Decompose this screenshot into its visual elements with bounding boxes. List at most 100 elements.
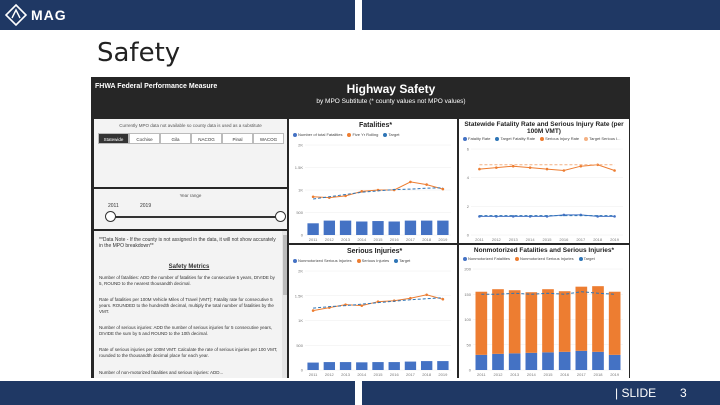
data-point	[562, 169, 566, 172]
stacked-bar-segment	[575, 286, 588, 351]
legend-swatch	[584, 136, 589, 141]
legend-label: Target	[583, 256, 595, 261]
data-point	[511, 164, 515, 168]
legend-label: Nonmotorized Serious Injuries	[298, 258, 352, 263]
metric-fatalities: Number of fatalities: ADD the number of …	[99, 275, 275, 286]
rate-chart-panel: Statewide Fatality Rate and Serious Inju…	[459, 119, 629, 243]
slide-label: | SLIDE	[615, 386, 657, 400]
filter-pinal-button[interactable]: Pinal	[222, 133, 253, 144]
year-slider-panel: Year range 2011 2019	[94, 189, 287, 229]
legend-swatch	[394, 258, 399, 263]
year-slider-start-handle[interactable]	[105, 211, 116, 222]
x-tick-label: 2013	[509, 237, 519, 242]
data-point	[613, 215, 616, 218]
filter-nacog-button[interactable]: NACOG	[191, 133, 222, 144]
legend-swatch	[293, 132, 297, 137]
x-tick-label: 2011	[475, 237, 484, 242]
legend-item: Serious Injuries	[356, 258, 389, 263]
stacked-bar-segment	[558, 351, 571, 370]
y-tick-label: 4	[467, 175, 470, 180]
stacked-bar-segment	[542, 352, 554, 370]
filter-cochise-button[interactable]: Cochise	[129, 133, 160, 144]
slide-number: 3	[680, 386, 687, 400]
y-tick-label: 0	[301, 233, 304, 238]
x-tick-label: 2011	[309, 372, 318, 377]
y-tick-label: 1.5K	[295, 293, 304, 298]
data-point	[596, 163, 599, 167]
top-bar-right	[362, 0, 720, 30]
stacked-bar-segment	[542, 289, 554, 353]
data-point	[409, 296, 412, 300]
stacked-bar-segment	[525, 352, 538, 370]
x-tick-label: 2015	[543, 237, 553, 242]
y-tick-label: 500	[296, 343, 303, 348]
chart-title: Nonmotorized Fatalities and Serious Inju…	[473, 247, 615, 254]
chart-legend: Number of total Fatalities Five Yr Rolli…	[293, 132, 400, 137]
x-tick-label: 2019	[438, 372, 448, 377]
bar	[356, 362, 368, 370]
legend-label: Target	[388, 132, 400, 137]
series-line	[481, 291, 615, 295]
legend-swatch	[463, 256, 467, 261]
data-point	[441, 187, 445, 191]
x-tick-label: 2013	[510, 372, 520, 377]
filter-statewide-button[interactable]: Statewide	[98, 133, 129, 144]
data-point	[360, 304, 364, 307]
data-point	[613, 169, 616, 172]
safety-metrics-notes: **Data Note - If the county is not assig…	[94, 231, 287, 378]
x-tick-label: 2012	[325, 237, 335, 242]
metrics-title: Safety Metrics	[168, 264, 210, 270]
data-point	[441, 297, 445, 301]
mag-logo: MAG	[5, 3, 67, 27]
logo-text: MAG	[31, 7, 67, 23]
legend-label: Target	[399, 258, 411, 263]
bottom-bar-right	[362, 381, 720, 405]
data-point	[425, 293, 428, 297]
data-point	[545, 167, 549, 171]
stacked-bar-segment	[475, 291, 488, 355]
x-tick-label: 2012	[325, 372, 335, 377]
bar	[404, 220, 417, 235]
highway-safety-dashboard: FHWA Federal Performance Measure Highway…	[91, 77, 630, 378]
legend-item: Target Serious I...	[584, 136, 621, 141]
bar	[372, 362, 384, 370]
notes-scrollbar[interactable]	[282, 231, 287, 378]
nonmotorized-chart-panel: Nonmotorized Fatalities and Serious Inju…	[459, 245, 629, 378]
notes-scrollbar-thumb[interactable]	[282, 235, 287, 295]
stacked-bar-segment	[592, 286, 604, 352]
year-slider-end-handle[interactable]	[275, 211, 286, 222]
nonmotorized-chart: 0 50 100 150 200 2011 2012 2013 2014 2015 2016 2017…	[464, 267, 623, 377]
filter-wacog-button[interactable]: WACOG	[253, 133, 284, 144]
y-tick-label: 200	[464, 267, 471, 272]
legend-swatch	[540, 136, 545, 141]
bar	[420, 361, 433, 370]
bar	[356, 221, 368, 235]
legend-label: Serious Injury Rate	[545, 136, 580, 141]
x-tick-label: 2017	[406, 372, 416, 377]
x-tick-label: 2016	[390, 237, 400, 242]
x-tick-label: 2019	[438, 237, 448, 242]
filter-gila-button[interactable]: Gila	[160, 133, 191, 144]
legend-label: Target Fatality Rate	[500, 136, 536, 141]
x-tick-label: 2015	[544, 372, 554, 377]
dashboard-subtitle: by MPO Subtitute (* county values not MP…	[316, 98, 466, 105]
data-point	[311, 195, 315, 199]
data-point	[579, 164, 583, 168]
x-tick-label: 2017	[406, 237, 416, 242]
year-end: 2019	[140, 203, 152, 209]
bar	[420, 220, 433, 235]
legend-label: Number of total Fatalities	[298, 132, 343, 137]
legend-swatch	[293, 258, 297, 263]
x-tick-label: 2018	[593, 237, 603, 242]
x-tick-label: 2018	[594, 372, 604, 377]
legend-swatch	[515, 256, 520, 261]
year-slider-track[interactable]	[110, 216, 282, 218]
y-tick-label: 1K	[298, 318, 303, 323]
data-point	[478, 167, 481, 171]
legend-item: Fatality Rate	[463, 136, 490, 141]
stacked-bar-segment	[592, 351, 604, 370]
y-tick-label: 1.5K	[295, 165, 304, 170]
y-tick-label: 6	[467, 147, 470, 152]
bar	[307, 223, 319, 235]
x-tick-label: 2015	[374, 237, 384, 242]
